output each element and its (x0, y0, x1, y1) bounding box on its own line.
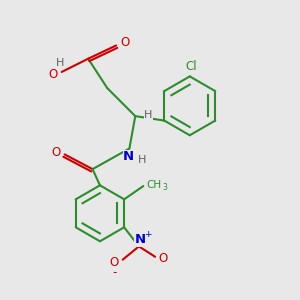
Text: -: - (112, 266, 117, 278)
Text: N: N (135, 233, 146, 247)
Text: H: H (144, 110, 153, 120)
Text: +: + (145, 230, 152, 238)
Text: 3: 3 (162, 183, 167, 192)
Text: H: H (138, 155, 146, 165)
Text: O: O (51, 146, 60, 159)
Text: CH: CH (146, 180, 161, 190)
Text: H: H (56, 58, 64, 68)
Text: N: N (123, 150, 134, 163)
Text: O: O (120, 36, 130, 49)
Text: O: O (159, 252, 168, 265)
Text: Cl: Cl (185, 60, 197, 73)
Text: O: O (110, 256, 119, 268)
Text: O: O (49, 68, 58, 81)
